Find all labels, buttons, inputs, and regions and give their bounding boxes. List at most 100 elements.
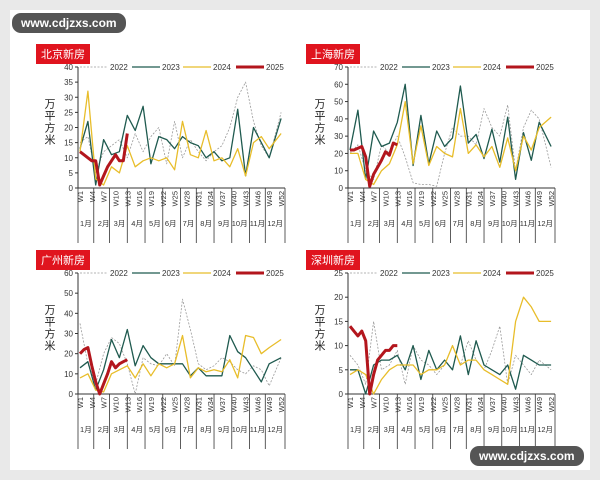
month-label: 12月: [267, 219, 283, 228]
month-label: 8月: [200, 425, 212, 434]
y-tick-label: 0: [69, 390, 74, 399]
x-tick-label: W40: [500, 397, 509, 412]
y-axis-label: 万平方米: [313, 304, 326, 352]
month-label: 11月: [250, 219, 265, 228]
y-tick-label: 10: [334, 167, 343, 176]
month-label: 6月: [165, 425, 177, 434]
y-tick-label: 5: [339, 366, 344, 375]
x-tick-label: W49: [535, 191, 544, 206]
month-label: 2月: [98, 425, 110, 434]
legend-label: 2023: [432, 269, 450, 278]
month-label: 10月: [232, 425, 248, 434]
x-tick-label: W25: [441, 191, 450, 206]
series-line-2023: [350, 335, 552, 395]
x-tick-label: W13: [123, 397, 132, 412]
x-tick-label: W13: [393, 397, 402, 412]
month-label: 9月: [218, 425, 230, 434]
month-label: 11月: [520, 219, 535, 228]
x-tick-label: W22: [159, 191, 168, 206]
series-line-2025: [78, 346, 128, 396]
series-line-2022: [79, 81, 282, 174]
x-tick-label: W31: [464, 191, 473, 206]
y-tick-label: 50: [334, 98, 343, 107]
series-line-2024: [350, 100, 552, 186]
x-tick-label: W19: [147, 397, 156, 412]
month-label: 3月: [114, 425, 126, 434]
watermark-bottom: www.cdjzxs.com: [470, 446, 584, 466]
x-tick-label: W34: [206, 397, 215, 412]
legend-label: 2024: [213, 269, 231, 278]
y-tick-label: 10: [334, 342, 343, 351]
y-tick-label: 50: [64, 289, 73, 298]
legend-label: 2025: [536, 269, 554, 278]
x-tick-label: W46: [523, 191, 532, 206]
legend-label: 2024: [213, 63, 231, 72]
x-tick-label: W4: [358, 397, 367, 408]
x-tick-label: W16: [135, 397, 144, 412]
month-label: 2月: [368, 425, 380, 434]
x-tick-label: W37: [488, 397, 497, 412]
month-label: 1月: [80, 425, 92, 434]
x-tick-label: W13: [393, 191, 402, 206]
x-tick-label: W28: [182, 397, 191, 412]
panel-title: 广州新房: [36, 250, 90, 270]
x-tick-label: W43: [512, 191, 521, 206]
month-label: 4月: [131, 425, 143, 434]
x-tick-label: W1: [76, 397, 85, 408]
x-tick-label: W31: [194, 397, 203, 412]
x-tick-label: W40: [230, 191, 239, 206]
x-tick-label: W1: [346, 191, 355, 202]
x-tick-label: W49: [535, 397, 544, 412]
x-tick-label: W46: [253, 397, 262, 412]
x-tick-label: W1: [76, 191, 85, 202]
x-tick-label: W31: [464, 397, 473, 412]
x-tick-label: W43: [512, 397, 521, 412]
y-tick-label: 60: [64, 269, 73, 278]
x-tick-label: W25: [171, 397, 180, 412]
chart-panel-beijing: 0 5 10 15 20 25 30 35 40 W1 W4 W7 W10 W13 W16 W19 W22 W25…: [30, 40, 300, 245]
month-label: 12月: [537, 425, 553, 434]
month-label: 4月: [401, 219, 413, 228]
x-tick-label: W4: [88, 191, 97, 202]
month-label: 2月: [368, 219, 380, 228]
x-tick-label: W46: [253, 191, 262, 206]
month-label: 5月: [419, 425, 431, 434]
month-label: 1月: [350, 425, 362, 434]
month-label: 5月: [149, 219, 161, 228]
month-label: 3月: [384, 425, 396, 434]
month-label: 5月: [419, 219, 431, 228]
month-label: 1月: [80, 219, 92, 228]
legend-label: 2022: [380, 269, 398, 278]
x-tick-label: W52: [547, 397, 556, 412]
y-tick-label: 40: [64, 309, 73, 318]
x-tick-label: W4: [358, 191, 367, 202]
y-tick-label: 20: [334, 149, 343, 158]
series-line-2025: [79, 133, 129, 187]
month-label: 5月: [149, 425, 161, 434]
x-tick-label: W25: [171, 191, 180, 206]
y-tick-label: 0: [69, 184, 74, 193]
month-label: 9月: [488, 425, 500, 434]
x-tick-label: W40: [230, 397, 239, 412]
month-label: 10月: [502, 425, 518, 434]
y-tick-label: 20: [64, 124, 73, 133]
month-label: 4月: [401, 425, 413, 434]
chart-panel-guangzhou: 0 10 20 30 40 50 60 W1 W4 W7 W10 W13 W16 W19 W22 W25 W28…: [30, 246, 300, 451]
figure-card: [10, 10, 590, 470]
panel-title: 深圳新房: [306, 250, 360, 270]
month-label: 9月: [218, 219, 230, 228]
month-label: 12月: [537, 219, 553, 228]
x-tick-label: W22: [429, 397, 438, 412]
chart-panel-shanghai: 0 10 20 30 40 50 60 70 W1 W4 W7 W10 W13 W16 W19 W22 W25 W…: [300, 40, 570, 245]
month-label: 7月: [183, 219, 195, 228]
x-tick-label: W28: [452, 191, 461, 206]
series-line-2023: [349, 83, 552, 181]
month-label: 6月: [165, 219, 177, 228]
legend-label: 2024: [483, 63, 501, 72]
chart-panel-shenzhen: 0 5 10 15 20 25 W1 W4 W7 W10 W13 W16 W19 W22 W25 W28 W31…: [300, 246, 570, 451]
x-tick-label: W7: [370, 191, 379, 202]
panel-title: 上海新房: [306, 44, 360, 64]
x-tick-label: W52: [547, 191, 556, 206]
legend-label: 2022: [110, 269, 128, 278]
y-tick-label: 0: [339, 390, 344, 399]
